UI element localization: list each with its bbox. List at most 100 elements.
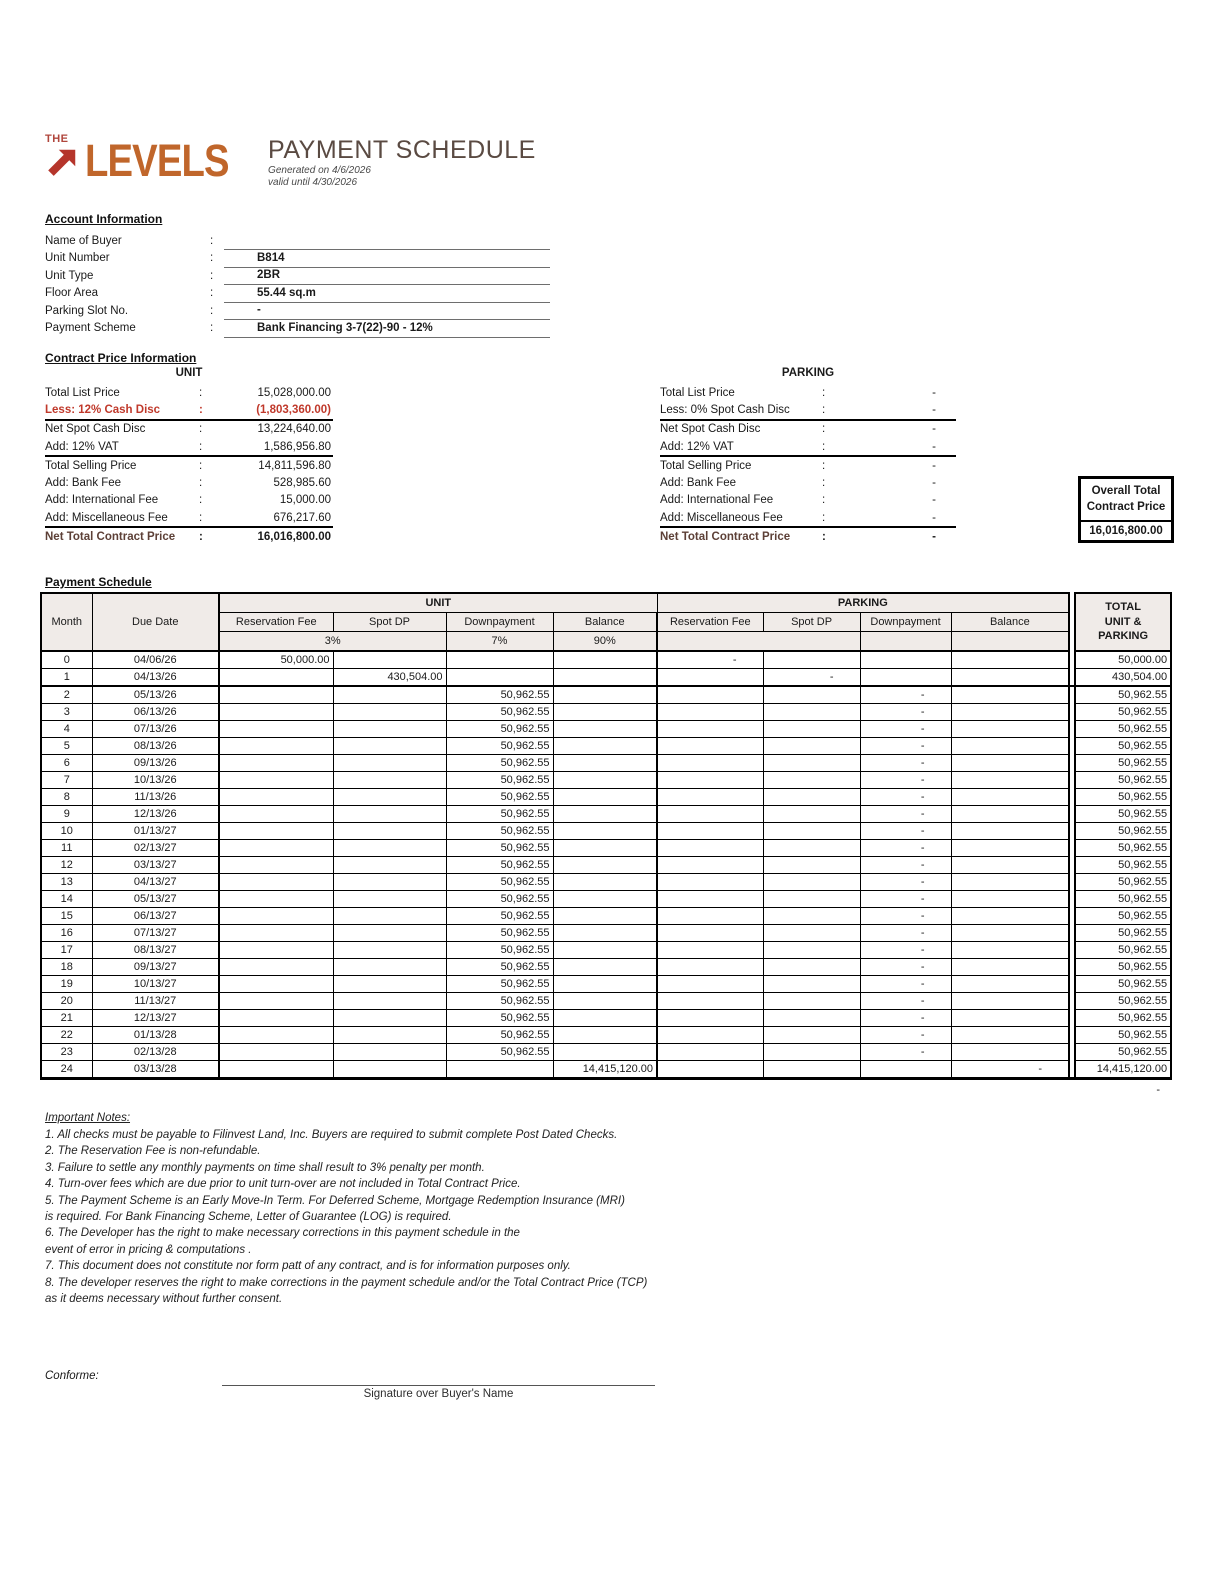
cell-unit-spot-dp — [332, 788, 447, 806]
below-table-dash: - — [1156, 1084, 1160, 1096]
colon: : — [199, 459, 203, 472]
schedule-row: 13 04/13/27 50,962.55 - 50,962.55 — [40, 873, 1173, 891]
cell-month: 5 — [40, 737, 93, 755]
price-value: - — [932, 423, 936, 436]
table-gap — [1069, 686, 1076, 704]
table-gap — [1069, 737, 1076, 755]
cell-unit-balance — [552, 754, 659, 772]
account-field-label: Name of Buyer — [45, 234, 122, 247]
colon: : — [822, 477, 826, 490]
cell-parking-balance — [950, 856, 1071, 874]
table-gap — [1069, 788, 1076, 806]
cell-total: 50,962.55 — [1074, 924, 1173, 942]
price-value: - — [932, 386, 936, 399]
cell-due-date: 09/13/26 — [91, 754, 220, 772]
unit-percent-downpayment: 7% — [445, 631, 554, 652]
schedule-row: 0 04/06/26 50,000.00-50,000.00 — [40, 650, 1173, 669]
cell-parking-reservation-fee — [656, 873, 764, 891]
price-label: Total List Price — [660, 386, 735, 399]
cell-unit-spot-dp — [332, 958, 447, 976]
cell-unit-balance — [552, 890, 659, 908]
cell-unit-balance — [552, 703, 659, 721]
note-line: 7. This document does not constitute nor… — [45, 1260, 571, 1273]
cell-due-date: 03/13/28 — [91, 1060, 220, 1080]
colon: : — [199, 531, 203, 544]
note-line: 1. All checks must be payable to Filinve… — [45, 1129, 618, 1141]
cell-parking-balance — [950, 941, 1071, 959]
note-line: 4. Turn-over fees which are due prior to… — [45, 1178, 521, 1191]
schedule-row: 9 12/13/26 50,962.55 - 50,962.55 — [40, 805, 1173, 823]
schedule-row: 23 02/13/28 50,962.55 - 50,962.55 — [40, 1043, 1173, 1061]
colon: : — [210, 252, 214, 265]
colon: : — [822, 459, 826, 472]
cell-parking-downpayment: - — [859, 720, 952, 738]
cell-parking-downpayment: - — [859, 805, 952, 823]
cell-unit-balance — [552, 685, 659, 704]
cell-unit-downpayment — [445, 650, 554, 669]
price-value: - — [932, 459, 936, 472]
note-line: is required. For Bank Financing Scheme, … — [45, 1211, 452, 1224]
table-gap — [1069, 975, 1076, 993]
cell-parking-spot-dp — [762, 941, 861, 959]
note-line: event of error in pricing & computations… — [45, 1243, 252, 1256]
price-value: 15,028,000.00 — [257, 386, 331, 399]
price-row: Add: Miscellaneous Fee: - — [660, 509, 956, 529]
cell-due-date: 05/13/26 — [91, 685, 220, 704]
cell-parking-spot-dp — [762, 771, 861, 789]
price-label: Add: Bank Fee — [45, 477, 122, 490]
cell-unit-balance — [552, 958, 659, 976]
cell-unit-downpayment: 50,962.55 — [445, 703, 554, 721]
colon: : — [822, 511, 826, 524]
cell-parking-reservation-fee — [656, 839, 764, 857]
overall-total-label: Overall Total Contract Price — [1081, 479, 1171, 523]
account-field-label: Unit Number — [45, 252, 110, 265]
cell-parking-reservation-fee: - — [656, 650, 764, 669]
cell-total: 50,000.00 — [1074, 650, 1173, 669]
cell-unit-spot-dp — [332, 856, 447, 874]
cell-unit-spot-dp — [332, 992, 447, 1010]
price-row: Net Total Contract Price: - — [660, 528, 956, 545]
cell-parking-balance — [950, 839, 1071, 857]
col-header-parking-downpayment: Downpayment — [859, 612, 952, 632]
cell-due-date: 12/13/26 — [91, 805, 220, 823]
price-row: Net Spot Cash Disc: 13,224,640.00 — [45, 421, 333, 438]
cell-parking-spot-dp — [762, 839, 861, 857]
price-value: 16,016,800.00 — [257, 531, 331, 544]
price-value: 528,985.60 — [273, 477, 331, 490]
cell-month: 15 — [40, 907, 93, 925]
price-row: Add: Miscellaneous Fee: 676,217.60 — [45, 509, 333, 529]
cell-due-date: 12/13/27 — [91, 1009, 220, 1027]
table-gap — [1069, 703, 1076, 721]
cell-parking-spot-dp — [762, 805, 861, 823]
table-gap — [1069, 907, 1076, 925]
payment-rows: 0 04/06/26 50,000.00-50,000.00 1 04/13/26 430… — [40, 650, 1173, 1080]
account-field-value: 55.44 sq.m — [224, 284, 550, 303]
price-label: Net Total Contract Price — [660, 531, 791, 544]
note-line: 5. The Payment Scheme is an Early Move-I… — [45, 1194, 625, 1207]
price-row: Less: 0% Spot Cash Disc: - — [660, 401, 956, 421]
col-header-unit-balance: Balance — [552, 612, 659, 632]
cell-unit-downpayment: 50,962.55 — [445, 685, 554, 704]
cell-parking-downpayment: - — [859, 907, 952, 925]
cell-unit-balance — [552, 720, 659, 738]
cell-parking-balance — [950, 754, 1071, 772]
conforme-label: Conforme: — [45, 1370, 99, 1382]
cell-due-date: 04/13/26 — [91, 668, 220, 687]
table-gap — [1069, 720, 1076, 738]
note-line: 6. The Developer has the right to make n… — [45, 1227, 520, 1240]
price-label: Total Selling Price — [660, 459, 752, 472]
cell-parking-balance — [950, 822, 1071, 840]
title-block: PAYMENT SCHEDULE Generated on 4/6/2026 v… — [268, 134, 536, 188]
unit-price-title: UNIT — [175, 367, 203, 379]
cell-parking-spot-dp — [762, 822, 861, 840]
cell-total: 50,962.55 — [1074, 992, 1173, 1010]
cell-unit-spot-dp — [332, 737, 447, 755]
cell-unit-spot-dp — [332, 1043, 447, 1061]
notes-lines: 1. All checks must be payable to Filinve… — [45, 1127, 765, 1307]
cell-unit-reservation-fee — [218, 924, 334, 942]
cell-parking-balance — [950, 992, 1071, 1010]
cell-parking-balance — [950, 958, 1071, 976]
overall-total-value: 16,016,800.00 — [1089, 525, 1163, 538]
cell-unit-downpayment: 50,962.55 — [445, 754, 554, 772]
col-header-parking-reservation-fee: Reservation Fee — [656, 612, 764, 632]
